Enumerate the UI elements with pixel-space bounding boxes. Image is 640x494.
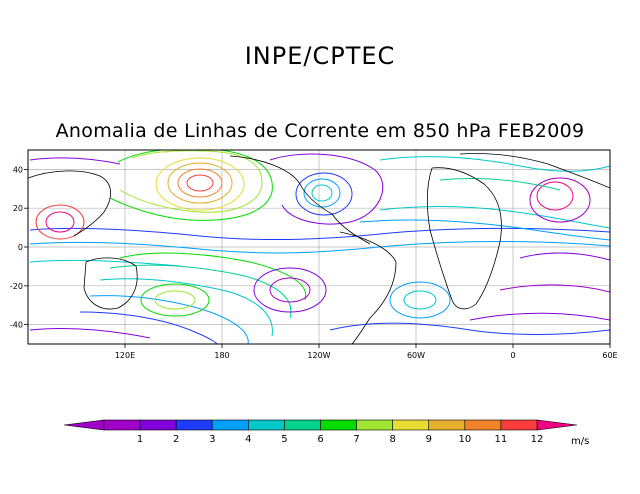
north-america-coast (229, 155, 371, 245)
colorbar-label: 8 (389, 434, 395, 445)
colorbar-label: 12 (531, 434, 544, 445)
north-pacific-anomaly-cell (109, 150, 273, 221)
colorbar-label: 6 (317, 434, 323, 445)
map-title: Anomalia de Linhas de Corrente em 850 hP… (55, 120, 585, 142)
colorbar-label: 11 (495, 434, 508, 445)
lon-tick-label: 60E (602, 351, 617, 360)
colorbar-high-triangle (536, 419, 578, 431)
colorbar-swatch (428, 419, 466, 431)
colorbar-label: 2 (173, 434, 179, 445)
northern-streamlines (29, 156, 610, 191)
colorbar-low-triangle (63, 419, 105, 431)
colorbar-label: 4 (245, 434, 251, 445)
colorbar-label: 3 (209, 434, 215, 445)
colorbar: 1 2 3 4 5 6 7 8 9 10 11 12 m/s (63, 419, 589, 447)
colorbar-swatch (211, 419, 249, 431)
lon-tick-label: 120E (115, 351, 135, 360)
colorbar-swatch (464, 419, 502, 431)
streamlines (29, 150, 610, 344)
colorbar-swatch (392, 419, 430, 431)
colorbar-label: 10 (458, 434, 471, 445)
lon-tick-label: 60W (407, 351, 425, 360)
africa-coast (426, 167, 502, 310)
colorbar-swatch (320, 419, 357, 431)
eurasia-coast (459, 153, 610, 189)
lon-tick-label: 180 (214, 351, 229, 360)
lat-tick-label: 0 (18, 243, 23, 252)
map-panel: 120E 180 120W 60W 0 60E 40 20 0 -20 -40 (10, 149, 618, 360)
australia-coast (83, 257, 138, 310)
lat-tick-label: 20 (13, 204, 23, 213)
tropical-streamlines (29, 206, 610, 267)
colorbar-label: 1 (137, 434, 143, 445)
lat-tick-label: 40 (13, 165, 23, 174)
colorbar-label: 7 (353, 434, 359, 445)
colorbar-swatch (248, 419, 285, 431)
coastlines (28, 153, 610, 344)
south-america-coast (339, 231, 397, 344)
colorbar-unit: m/s (571, 436, 589, 447)
colorbar-swatch (356, 419, 393, 431)
colorbar-swatch (284, 419, 321, 431)
colorbar-swatch (500, 419, 538, 431)
lon-tick-label: 0 (510, 351, 515, 360)
colorbar-swatch (103, 419, 141, 431)
latitude-ticks: 40 20 0 -20 -40 (10, 165, 28, 330)
colorbar-label: 9 (426, 434, 432, 445)
colorbar-swatch (139, 419, 177, 431)
north-atlantic-anomaly-cell (269, 153, 384, 225)
indian-ocean-streamlines (35, 177, 610, 321)
institution-title: INPE/CPTEC (244, 42, 396, 70)
lon-tick-label: 120W (307, 351, 330, 360)
colorbar-label: 5 (281, 434, 287, 445)
south-atlantic-streamlines (29, 281, 610, 339)
longitude-ticks: 120E 180 120W 60W 0 60E (115, 344, 618, 360)
lat-tick-label: -40 (10, 321, 23, 330)
colorbar-swatch (175, 419, 213, 431)
lat-tick-label: -20 (10, 282, 23, 291)
asia-coast (28, 170, 112, 237)
